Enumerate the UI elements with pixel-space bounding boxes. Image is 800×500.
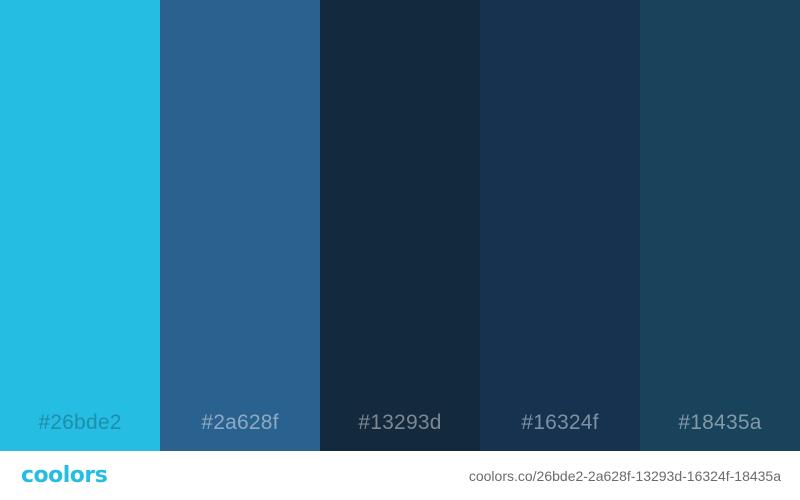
color-swatch-2[interactable]: #2a628f — [160, 0, 320, 451]
swatch-hex-label: #16324f — [521, 411, 599, 434]
color-swatch-1[interactable]: #26bde2 — [0, 0, 160, 451]
color-swatch-4[interactable]: #16324f — [480, 0, 640, 451]
swatch-hex-label: #18435a — [678, 411, 762, 434]
swatch-hex-label: #13293d — [358, 411, 442, 434]
swatch-hex-label: #2a628f — [201, 411, 279, 434]
swatch-hex-label: #26bde2 — [38, 411, 122, 434]
footer-bar: coolors coolors.co/26bde2-2a628f-13293d-… — [0, 451, 800, 500]
palette-url-link[interactable]: coolors.co/26bde2-2a628f-13293d-16324f-1… — [468, 468, 781, 484]
color-palette: #26bde2 #2a628f #13293d #16324f #18435a — [0, 0, 800, 451]
color-swatch-3[interactable]: #13293d — [320, 0, 480, 451]
coolors-logo[interactable]: coolors — [21, 463, 108, 488]
color-swatch-5[interactable]: #18435a — [640, 0, 800, 451]
